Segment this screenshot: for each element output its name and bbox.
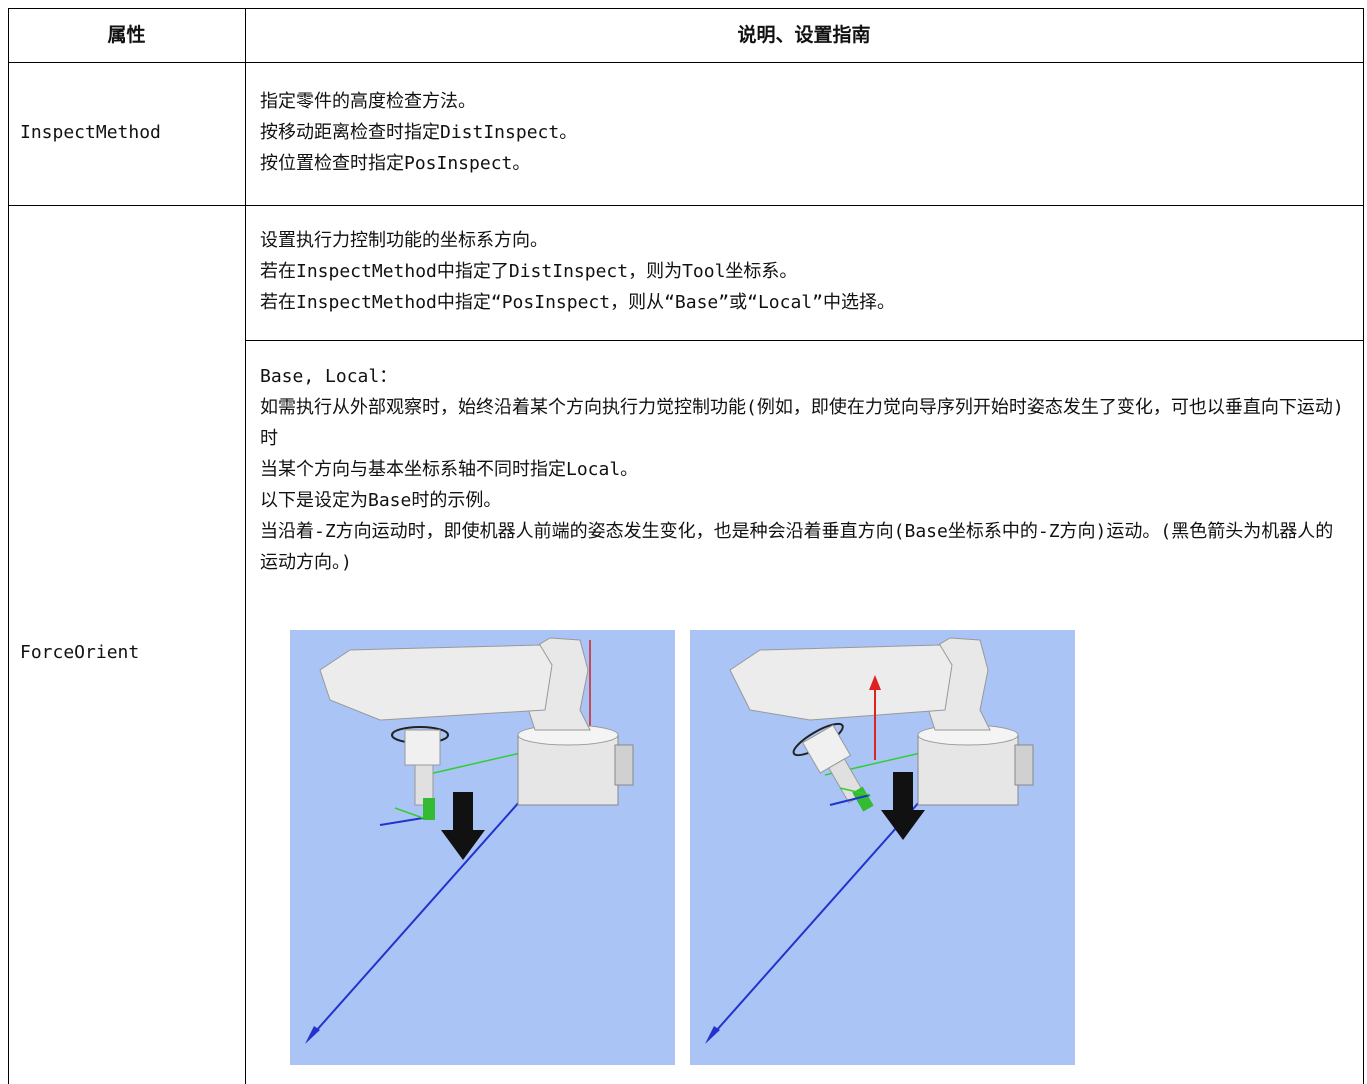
text-line: 按位置检查时指定PosInspect。 <box>260 153 531 174</box>
text-line: Base, Local： <box>260 366 398 387</box>
description: 设置执行力控制功能的坐标系方向。 若在InspectMethod中指定了Dist… <box>260 225 1350 318</box>
robot-image <box>690 630 1075 1065</box>
property: InspectMethod <box>20 122 161 143</box>
description: 指定零件的高度检查方法。 按移动距离检查时指定DistInspect。 按位置检… <box>260 86 1350 179</box>
border <box>8 205 1364 206</box>
text-line: 以下是设定为Base时的示例。 <box>260 490 502 511</box>
text-line: 如需执行从外部观察时，始终沿着某个方向执行力觉控制功能(例如，即使在力觉向导序列… <box>260 397 1344 449</box>
text-line: 设置执行力控制功能的坐标系方向。 <box>260 230 548 251</box>
border <box>8 8 9 1084</box>
text-line: 当沿着-Z方向运动时，即使机器人前端的姿态发生变化，也是种会沿着垂直方向(Bas… <box>260 521 1334 573</box>
header: 属性 <box>107 24 146 46</box>
description: Base, Local： 如需执行从外部观察时，始终沿着某个方向执行力觉控制功能… <box>260 361 1350 578</box>
text-line: 按移动距离检查时指定DistInspect。 <box>260 122 578 143</box>
text-line: 指定零件的高度检查方法。 <box>260 91 476 112</box>
header: 说明、设置指南 <box>737 24 871 46</box>
border <box>245 8 246 1084</box>
property: ForceOrient <box>20 642 140 663</box>
border <box>245 340 1364 341</box>
border <box>8 62 1364 63</box>
border <box>1363 8 1364 1084</box>
robot-image <box>290 630 675 1065</box>
text-line: 若在InspectMethod中指定“PosInspect，则从“Base”或“… <box>260 292 895 313</box>
text-line: 若在InspectMethod中指定了DistInspect，则为Tool坐标系… <box>260 261 798 282</box>
border <box>8 8 1364 9</box>
text-line: 当某个方向与基本坐标系轴不同时指定Local。 <box>260 459 639 480</box>
